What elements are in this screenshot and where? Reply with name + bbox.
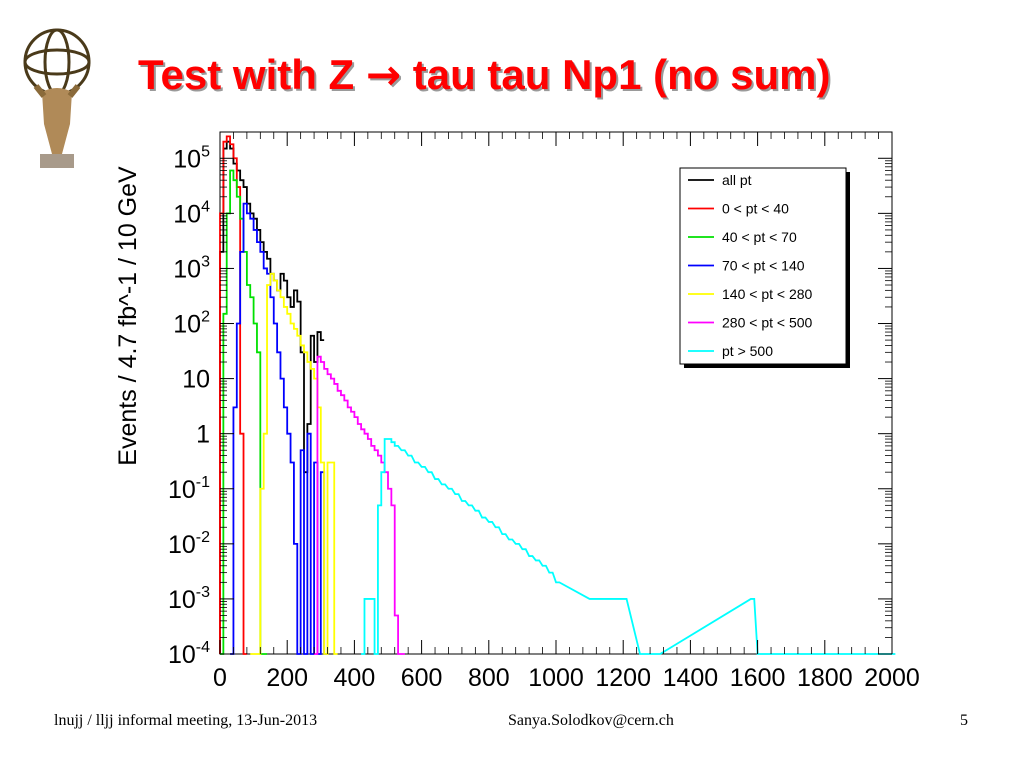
footer-meeting: lnujj / lljj informal meeting, 13-Jun-20…	[54, 712, 318, 729]
y-tick-label: 102	[173, 309, 210, 339]
legend-label-2: 40 < pt < 70	[722, 229, 797, 245]
series-line-6	[361, 438, 896, 655]
x-tick-label: 1000	[528, 664, 584, 692]
legend-label-0: all pt	[722, 172, 752, 188]
slide-number: 5	[960, 712, 968, 729]
title-pre: Test with Z	[138, 51, 366, 98]
series-line-4	[250, 272, 338, 655]
y-tick-label: 1	[196, 421, 210, 449]
legend-label-4: 140 < pt < 280	[722, 286, 813, 302]
legend-label-6: pt > 500	[722, 343, 773, 359]
arrow-icon: →	[365, 50, 402, 99]
y-tick-label: 10-3	[168, 584, 210, 614]
footer-email: Sanya.Solodkov@cern.ch	[508, 712, 674, 729]
legend-label-5: 280 < pt < 500	[722, 315, 813, 331]
y-tick-label: 10	[182, 366, 210, 394]
x-tick-label: 800	[468, 664, 510, 692]
y-tick-label: 105	[173, 143, 210, 173]
atlas-figure-logo	[14, 14, 100, 174]
x-tick-label: 1600	[730, 664, 786, 692]
y-tick-label: 103	[173, 253, 210, 283]
y-tick-label: 10-1	[168, 474, 210, 504]
y-axis-title: Events / 4.7 fb^-1 / 10 GeV	[114, 166, 142, 466]
x-tick-label: 1800	[797, 664, 853, 692]
slide-title: Test with Z → tau tau Np1 (no sum)	[138, 40, 1008, 110]
x-tick-label: 0	[213, 664, 227, 692]
x-tick-label: 2000	[864, 664, 920, 692]
series-line-5	[314, 355, 405, 655]
x-tick-label: 1400	[663, 664, 719, 692]
series-line-3	[230, 202, 328, 655]
y-tick-label: 104	[173, 198, 210, 228]
legend-label-3: 70 < pt < 140	[722, 258, 805, 274]
legend-label-1: 0 < pt < 40	[722, 201, 789, 217]
series-line-1	[219, 135, 247, 655]
y-tick-label: 10-4	[168, 639, 210, 669]
x-tick-label: 200	[266, 664, 308, 692]
y-tick-label: 10-2	[168, 529, 210, 559]
x-tick-label: 400	[334, 664, 376, 692]
x-tick-label: 1200	[595, 664, 651, 692]
x-tick-label: 600	[401, 664, 443, 692]
title-post: tau tau Np1 (no sum)	[401, 51, 831, 98]
